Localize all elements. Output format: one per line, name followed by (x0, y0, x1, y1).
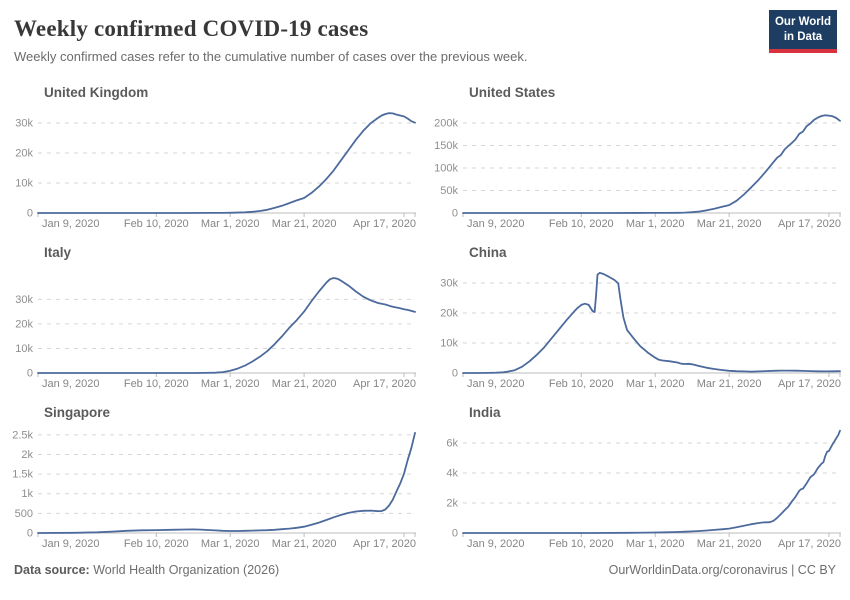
chart-block-singapore: Singapore 2.5k 2k 1.5k 1k 500 0 Jan 9, 2020 Feb … (0, 398, 425, 558)
y-axis-label: 0 (452, 528, 458, 540)
x-axis-label: Jan 9, 2020 (467, 538, 525, 550)
data-line-singapore (37, 431, 416, 534)
x-axis-label: Feb 10, 2020 (549, 378, 614, 390)
chart-plot-india[interactable]: 6k 4k 2k 0 Jan 9, 2020 Feb 10, 2020 Mar 1, 202… (425, 421, 850, 556)
x-axis-label: Mar 1, 2020 (201, 218, 260, 230)
x-axis-label: Mar 21, 2020 (697, 218, 762, 230)
chart-block-india: India 6k 4k 2k 0 Jan 9, 2020 Feb 10, 2020 Mar 1… (425, 398, 850, 558)
x-axis-label: Apr 17, 2020 (778, 378, 841, 390)
chart-plot-china[interactable]: 30k 20k 10k 0 Jan 9, 2020 Feb 10, 2020 Mar 1, … (425, 261, 850, 396)
y-axis-label: 200k (434, 118, 458, 130)
chart-block-china: China 30k 20k 10k 0 Jan 9, 2020 Feb 10, 2020 Ma… (425, 238, 850, 398)
chart-plot-united-states[interactable]: 200k 150k 100k 50k 0 Jan 9, 2020 Feb 10, 2020 M… (425, 101, 850, 236)
x-axis-label: Feb 10, 2020 (549, 218, 614, 230)
license-link[interactable]: OurWorldinData.org/coronavirus | CC BY (608, 563, 836, 577)
x-axis-label: Apr 17, 2020 (353, 378, 416, 390)
y-axis-label: 50k (440, 185, 458, 197)
x-axis-label: Jan 9, 2020 (42, 218, 100, 230)
chart-block-united-states: United States 200k 150k 100k 50k 0 Jan 9, 2020… (425, 78, 850, 238)
data-line-italy (37, 277, 416, 374)
owid-logo[interactable]: Our World in Data (769, 10, 837, 53)
y-axis-label: 1.5k (12, 469, 33, 481)
chart-plot-united-kingdom[interactable]: 30k 20k 10k 0 Jan 9, 2020 Feb 10, 2020 Mar 1, … (0, 101, 425, 236)
x-axis-label: Mar 21, 2020 (272, 218, 337, 230)
owid-logo-line1: Our World (774, 16, 831, 28)
data-source: Data source: World Health Organization (… (14, 563, 279, 577)
owid-logo-line2: in Data (783, 30, 823, 43)
data-line-india (462, 429, 841, 534)
x-axis-label: Jan 9, 2020 (467, 218, 525, 230)
footer: Data source: World Health Organization (… (0, 563, 850, 577)
x-axis-label: Mar 1, 2020 (201, 538, 260, 550)
x-axis-label: Apr 17, 2020 (778, 218, 841, 230)
data-line-china (462, 271, 841, 374)
chart-title-italy: Italy (44, 245, 72, 260)
y-axis-label: 0 (27, 208, 33, 220)
chart-title-united-kingdom: United Kingdom (44, 85, 149, 100)
x-axis-label: Mar 21, 2020 (272, 538, 337, 550)
x-axis-label: Mar 1, 2020 (626, 218, 685, 230)
x-axis-label: Feb 10, 2020 (124, 538, 189, 550)
y-axis-label: 150k (434, 140, 458, 152)
chart-plot-singapore[interactable]: 2.5k 2k 1.5k 1k 500 0 Jan 9, 2020 Feb 10, 2020 M… (0, 421, 425, 556)
x-axis-label: Apr 17, 2020 (353, 218, 416, 230)
data-source-label: Data source: (14, 563, 90, 577)
y-axis-label: 0 (452, 368, 458, 380)
x-axis-label: Apr 17, 2020 (778, 538, 841, 550)
x-axis-label: Mar 1, 2020 (626, 378, 685, 390)
x-axis-label: Mar 21, 2020 (697, 378, 762, 390)
y-axis-label: 4k (446, 468, 458, 480)
charts-grid: United Kingdom 30k 20k 10k 0 Jan 9, 2020 Feb 1… (0, 78, 850, 558)
y-axis-label: 10k (440, 338, 458, 350)
y-axis-label: 500 (15, 508, 33, 520)
y-axis-label: 0 (27, 528, 33, 540)
y-axis-label: 0 (27, 368, 33, 380)
chart-title-china: China (469, 245, 507, 260)
chart-block-italy: Italy 30k 20k 10k 0 Jan 9, 2020 Feb 10, 2020 Ma… (0, 238, 425, 398)
y-axis-label: 10k (15, 343, 33, 355)
y-axis-label: 30k (440, 278, 458, 290)
data-line-united-states (462, 114, 841, 214)
x-axis-label: Mar 21, 2020 (697, 538, 762, 550)
x-axis-label: Jan 9, 2020 (467, 378, 525, 390)
x-axis-label: Jan 9, 2020 (42, 378, 100, 390)
x-axis-label: Feb 10, 2020 (124, 378, 189, 390)
x-axis-label: Feb 10, 2020 (549, 538, 614, 550)
x-axis-label: Feb 10, 2020 (124, 218, 189, 230)
chart-plot-italy[interactable]: 30k 20k 10k 0 Jan 9, 2020 Feb 10, 2020 Mar 1, … (0, 261, 425, 396)
x-axis-label: Mar 21, 2020 (272, 378, 337, 390)
y-axis-label: 2k (446, 498, 458, 510)
x-axis-label: Mar 1, 2020 (201, 378, 260, 390)
y-axis-label: 20k (440, 308, 458, 320)
y-axis-label: 10k (15, 178, 33, 190)
header: Weekly confirmed COVID-19 cases Weekly c… (0, 0, 850, 64)
y-axis-label: 1k (21, 488, 33, 500)
y-axis-label: 30k (15, 118, 33, 130)
y-axis-label: 2.5k (12, 429, 33, 441)
chart-title-singapore: Singapore (44, 405, 111, 420)
y-axis-label: 20k (15, 318, 33, 330)
x-axis-label: Mar 1, 2020 (626, 538, 685, 550)
y-axis-label: 0 (452, 208, 458, 220)
x-axis-label: Apr 17, 2020 (353, 538, 416, 550)
y-axis-label: 100k (434, 163, 458, 175)
data-line-united-kingdom (37, 112, 416, 214)
y-axis-label: 6k (446, 438, 458, 450)
page-subtitle: Weekly confirmed cases refer to the cumu… (14, 49, 528, 64)
y-axis-label: 2k (21, 449, 33, 461)
x-axis-label: Jan 9, 2020 (42, 538, 100, 550)
chart-title-india: India (469, 405, 501, 420)
y-axis-label: 30k (15, 294, 33, 306)
chart-block-united-kingdom: United Kingdom 30k 20k 10k 0 Jan 9, 2020 Feb 1… (0, 78, 425, 238)
chart-title-united-states: United States (469, 85, 556, 100)
data-source-text: World Health Organization (2026) (89, 563, 280, 577)
page-title: Weekly confirmed COVID-19 cases (14, 16, 369, 41)
y-axis-label: 20k (15, 148, 33, 160)
